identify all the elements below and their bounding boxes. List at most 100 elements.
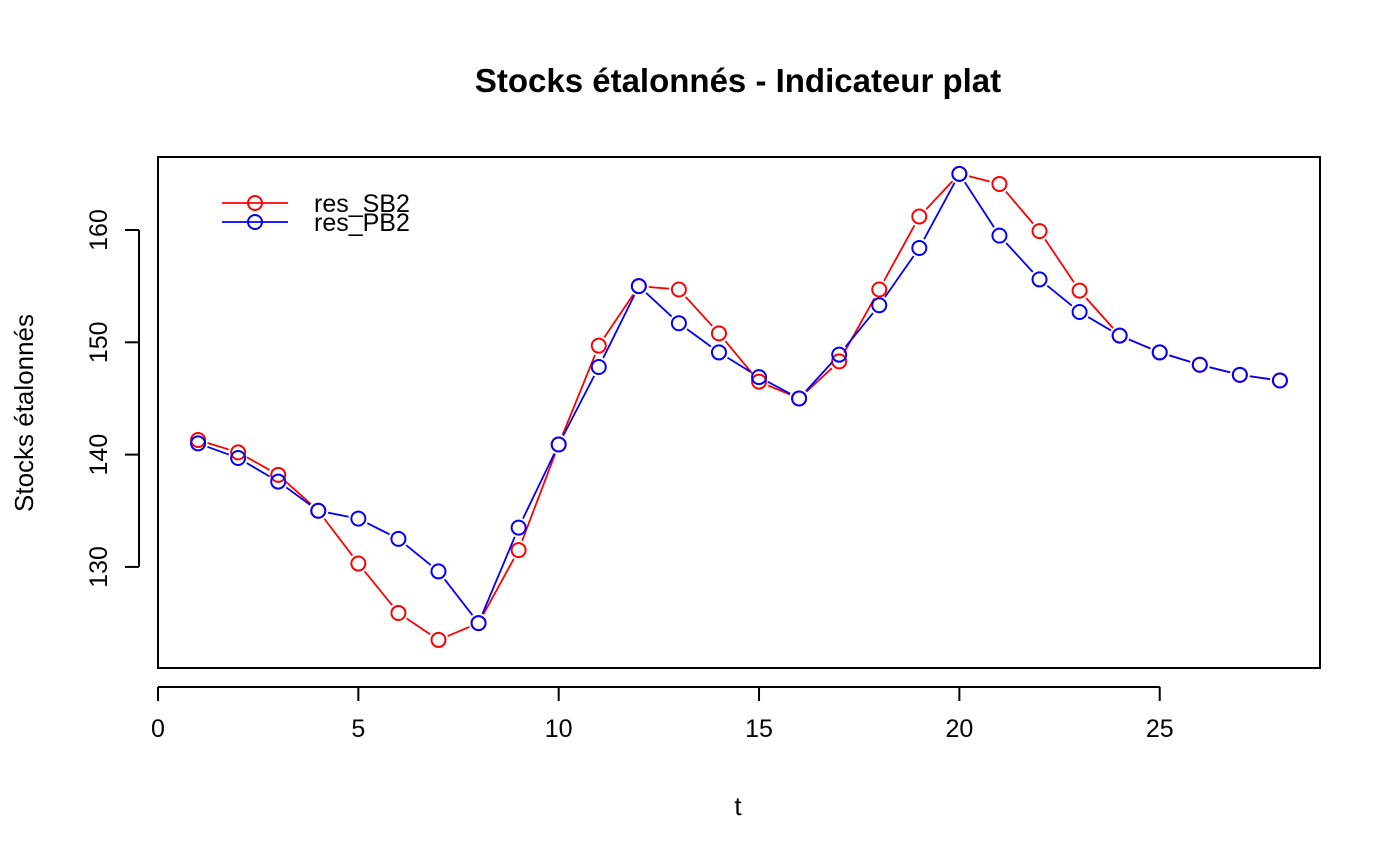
data-point [710,344,727,361]
series-segment [645,292,673,318]
x-tick-label: 10 [545,715,573,743]
plot-frame [157,156,1321,669]
data-point [230,449,247,466]
series-segment [285,480,312,505]
data-point [430,563,447,580]
series-segment [805,361,834,392]
legend-marker [247,214,263,230]
data-point [1271,372,1288,389]
series-segment [285,486,311,506]
data-point [831,346,848,363]
data-point [670,315,687,332]
x-tick-label: 5 [351,715,365,743]
data-point [270,466,287,483]
series-segment [406,617,431,636]
data-point [991,227,1008,244]
series-res_SB2 [190,165,1288,648]
data-point [710,325,727,342]
data-point [951,165,968,182]
data-point [390,530,407,547]
legend-marker [247,195,263,211]
series-segment [1128,338,1151,350]
data-point [1191,356,1208,373]
data-point [190,432,207,449]
data-point [310,502,327,519]
series-segment [1005,242,1034,273]
y-tick-label: 150 [85,321,113,363]
data-point [991,175,1008,192]
data-point [1031,271,1048,288]
data-point [390,604,407,621]
series-segment [1169,354,1191,363]
y-tick-label: 160 [85,209,113,251]
x-axis: 0 5 10 15 20 25 [151,686,1174,743]
data-point [1071,303,1088,320]
series-segment [968,175,990,183]
data-point [670,281,687,298]
data-point [871,297,888,314]
series-segment [363,570,393,606]
series-segment [327,511,349,518]
x-axis-label: t [734,791,742,821]
data-point [430,631,447,648]
series-segment [522,453,556,519]
data-point [751,373,768,390]
series-segment [207,445,230,456]
data-point [911,208,928,225]
data-point [550,436,567,453]
data-point [751,369,768,386]
series-segment [724,340,754,375]
series-segment [1044,238,1075,283]
data-point [791,390,808,407]
series-segment [207,442,229,451]
series-segment [684,296,713,327]
data-point [1231,366,1248,383]
data-point [190,435,207,452]
series-segment [1087,316,1112,332]
data-point [590,359,607,376]
data-point [1151,344,1168,361]
series-segment [1085,297,1114,329]
series-segment [246,462,271,478]
series-segment [1209,366,1231,374]
data-point [1111,327,1128,344]
series-segment [323,518,354,557]
y-tick-label: 140 [85,434,113,476]
series-segment [648,286,670,290]
series-segment [843,297,876,354]
series-segment [482,558,515,615]
data-point [350,510,367,527]
series-segment [844,312,874,348]
series-segment [964,181,995,228]
y-tick-label: 130 [85,546,113,588]
series-segment [727,356,751,373]
data-point [630,278,647,295]
series-segment [603,293,634,338]
series-segment [1249,375,1271,380]
y-axis-label: Stocks étalonnés [9,314,39,512]
data-point [230,444,247,461]
x-tick-label: 25 [1146,715,1174,743]
series-segment [884,255,915,298]
series-segment [405,544,432,566]
legend-label: res_PB2 [314,209,410,237]
y-axis: 130 140 150 160 [85,209,140,588]
chart-title: Stocks étalonnés - Indicateur plat [475,62,1001,99]
data-point [590,337,607,354]
x-tick-label: 0 [151,715,165,743]
data-point [831,353,848,370]
series-segment [602,294,636,359]
series-segment [366,522,390,536]
series-segment [562,375,595,437]
series-res_PB2 [190,165,1288,632]
legend-label: res_SB2 [314,190,410,218]
data-point [510,542,527,559]
series-segment [686,328,712,348]
series-segment [767,381,791,395]
series-segment [447,626,470,637]
series-segment [923,182,956,240]
series-segment [925,180,954,210]
data-point [1071,282,1088,299]
